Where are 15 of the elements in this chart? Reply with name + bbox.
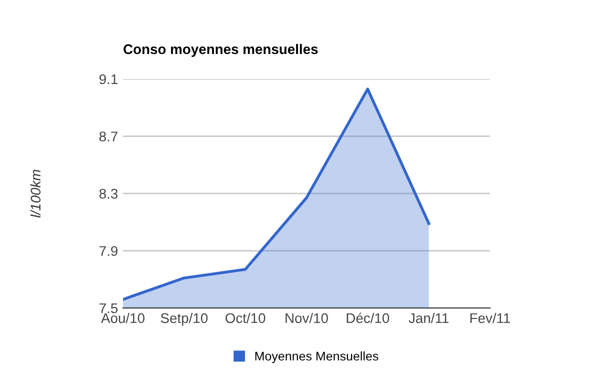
y-tick-label: 8.3	[99, 188, 118, 199]
y-tick-label: 7.9	[100, 246, 118, 256]
y-axis-title: l/100km	[30, 170, 41, 218]
y-tick-label: 9.1	[99, 74, 118, 84]
x-tick-label: Fev/11	[470, 312, 510, 324]
x-tick-label: Nov/10	[286, 312, 328, 324]
y-tick-label: 7.5	[100, 303, 118, 314]
x-tick-label: Oct/10	[226, 312, 266, 324]
chart-title: Conso moyennes mensuelles	[124, 44, 318, 57]
x-tick-label: Setp/10	[160, 312, 208, 326]
x-tick-label: Déc/10	[346, 312, 390, 324]
y-tick-label: 8.7	[99, 132, 118, 142]
x-tick-label: Jan/11	[408, 312, 448, 324]
legend-label: Moyennes Mensuelles	[255, 351, 378, 364]
x-tick-label: Aou/10	[101, 312, 144, 324]
